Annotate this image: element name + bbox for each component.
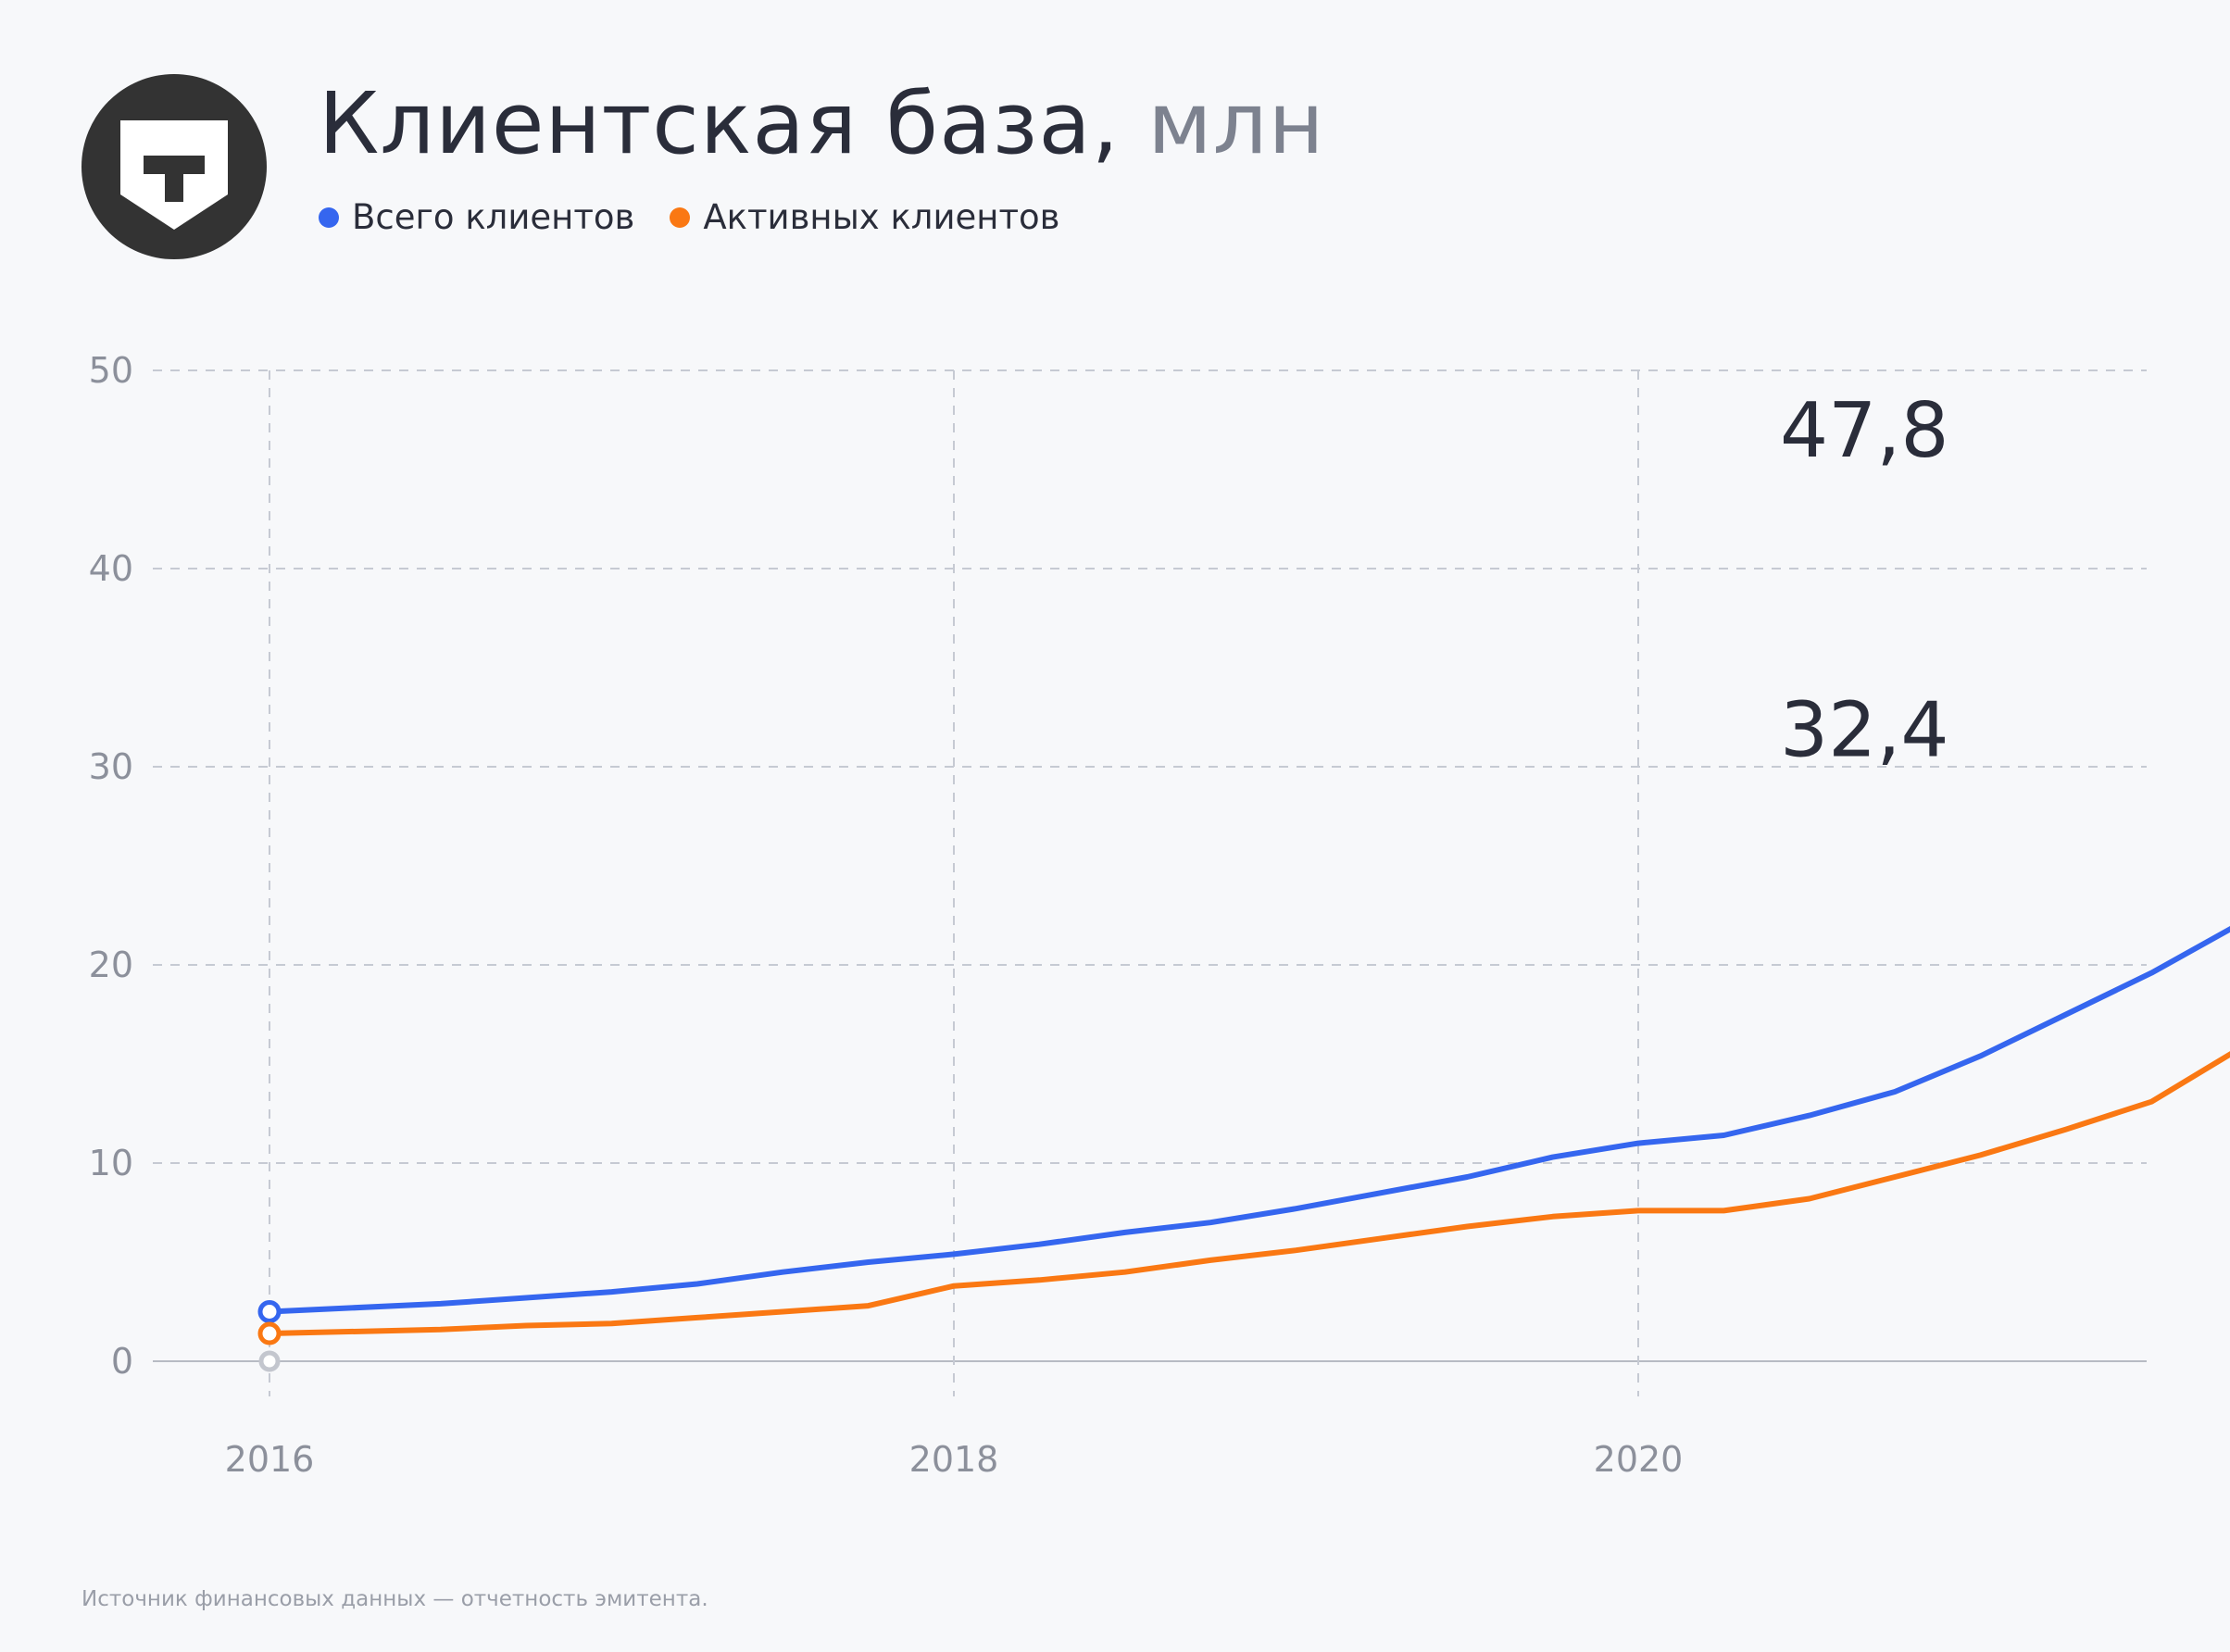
brand-logo [81,74,267,259]
source-note: Источник финансовых данных — отчетность … [81,1587,708,1611]
legend-label-active: Активных клиентов [703,197,1060,237]
series-line-0 [267,925,2230,1315]
legend-dot-active [670,207,691,228]
y-tick-label: 10 [89,1143,133,1183]
legend-label-total: Всего клиентов [352,197,635,237]
legend-item-total: Всего клиентов [319,194,634,241]
y-tick-label: 50 [89,350,133,391]
legend-dot-total [319,207,339,228]
y-tick-label: 0 [111,1341,133,1382]
shield-t-icon [120,120,228,230]
legend-item-active: Активных клиентов [670,194,1059,241]
y-tick-label: 40 [89,548,133,589]
x-tick-label: 2016 [225,1439,315,1480]
y-tick-label: 30 [89,746,133,787]
title-unit: млн [1147,74,1325,173]
x-tick-label: 2018 [909,1439,999,1480]
series-start-point-1 [257,1321,282,1345]
x-tick-label: 2020 [1594,1439,1684,1480]
series-end-label-1: 32,4 [1780,686,1949,774]
series-end-label-0: 47,8 [1780,387,1949,475]
series-start-point-0 [257,1300,282,1323]
title-text: Клиентская база, [319,74,1121,173]
page-title: Клиентская база, млн [319,72,1325,176]
origin-marker [258,1350,281,1372]
chart-legend: Всего клиентов Активных клиентов [319,194,1095,241]
y-tick-label: 20 [89,945,133,985]
series-line-1 [267,1051,2230,1336]
